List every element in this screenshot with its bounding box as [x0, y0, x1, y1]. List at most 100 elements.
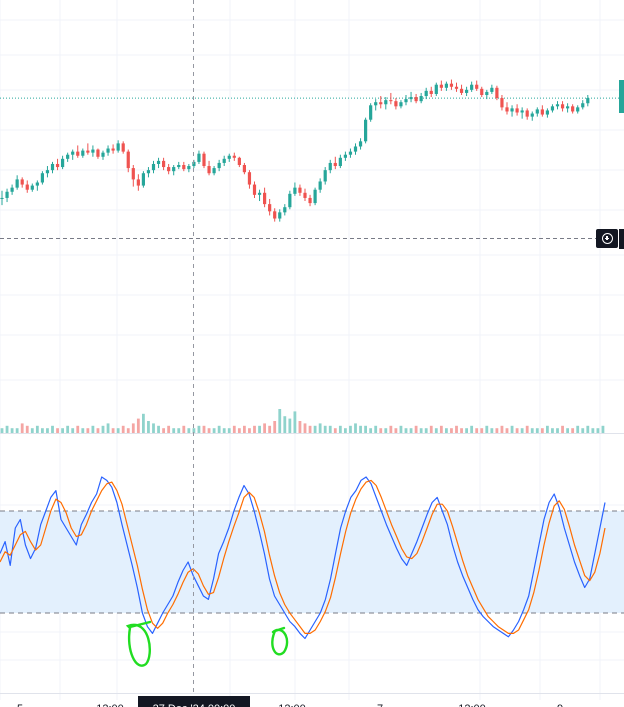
- volume-bar: [414, 425, 418, 433]
- candle-body: [581, 103, 585, 108]
- candle-body: [364, 119, 368, 142]
- volume-bar: [535, 428, 539, 433]
- volume-bar: [111, 428, 115, 433]
- volume-bar: [308, 425, 312, 433]
- x-axis-label: 12:00: [278, 703, 306, 707]
- candle-body: [247, 172, 252, 185]
- candle-body: [156, 160, 161, 164]
- candle-body: [25, 184, 29, 190]
- volume-bar: [192, 428, 196, 433]
- d-line: [0, 479, 606, 635]
- candle-body: [10, 187, 14, 192]
- candle-body: [172, 167, 176, 172]
- volume-bar: [131, 423, 135, 433]
- candle-body: [333, 162, 337, 167]
- candle-body: [197, 153, 201, 162]
- candle-body: [257, 192, 262, 195]
- candle-body: [66, 154, 70, 159]
- volume-bar: [344, 428, 347, 433]
- volume-bar: [404, 428, 408, 433]
- volume-bar: [601, 425, 605, 433]
- volume-series: [0, 409, 605, 433]
- candle-body: [182, 165, 186, 170]
- volume-bar: [399, 425, 403, 433]
- candle-body: [91, 149, 95, 153]
- candle-body: [454, 86, 459, 89]
- candle-body: [252, 184, 257, 195]
- candle-body: [490, 87, 494, 92]
- candle-body: [540, 109, 544, 115]
- candle-body: [273, 211, 277, 219]
- volume-bar: [450, 428, 453, 433]
- candle-body: [55, 163, 60, 168]
- candle-body: [434, 84, 438, 94]
- last-price-tag: [619, 80, 624, 113]
- volume-bar: [313, 425, 317, 433]
- volume-bar: [41, 428, 44, 433]
- candle-body: [61, 158, 65, 168]
- candle-body: [15, 179, 19, 188]
- volume-bar: [374, 425, 378, 433]
- volume-bar: [283, 416, 287, 433]
- volume-bar: [76, 425, 80, 433]
- volume-bar: [25, 425, 29, 433]
- candle-body: [419, 96, 423, 102]
- candle-body: [0, 197, 4, 199]
- candle-body: [136, 179, 140, 186]
- volume-bar: [434, 428, 438, 433]
- candle-body: [439, 84, 443, 88]
- volume-bar: [217, 425, 221, 433]
- candle-body: [288, 193, 292, 208]
- volume-bar: [505, 428, 509, 433]
- volume-bar: [222, 428, 226, 433]
- candle-body: [116, 143, 120, 151]
- candle-body: [358, 141, 363, 147]
- candle-body: [96, 149, 100, 157]
- volume-bar: [237, 428, 241, 433]
- candle-body: [505, 107, 509, 112]
- x-axis-label: 12:00: [458, 703, 486, 707]
- candle-body: [308, 197, 312, 204]
- volume-bar: [596, 428, 600, 433]
- volume-bar: [551, 428, 554, 433]
- volume-bar: [101, 425, 105, 433]
- volume-bar: [419, 428, 423, 433]
- candle-body: [81, 150, 85, 156]
- volume-bar: [445, 428, 448, 433]
- volume-bar: [202, 425, 206, 433]
- candle-body: [227, 155, 231, 159]
- volume-bar: [5, 425, 9, 433]
- candle-body: [399, 102, 403, 107]
- volume-bar: [207, 428, 211, 433]
- candle-body: [86, 150, 90, 153]
- candle-body: [550, 106, 555, 111]
- candle-body: [121, 143, 125, 152]
- x-axis-label: 5: [17, 703, 23, 707]
- volume-bar: [263, 423, 266, 433]
- volume-bar: [46, 428, 49, 433]
- annotation-circle-1: [125, 620, 152, 667]
- volume-bar: [172, 428, 176, 433]
- volume-bar: [243, 425, 246, 433]
- candle-body: [348, 151, 353, 155]
- candle-body: [202, 153, 206, 167]
- candle-body: [323, 170, 327, 182]
- candle-body: [510, 108, 514, 112]
- candle-body: [515, 108, 519, 113]
- candle-body: [71, 151, 75, 155]
- volume-bar: [258, 425, 261, 433]
- candle-body: [328, 162, 332, 171]
- candle-body: [5, 191, 9, 198]
- add-level-button[interactable]: [596, 229, 618, 248]
- candle-body: [298, 187, 302, 193]
- volume-bar: [364, 425, 367, 433]
- candle-body: [278, 212, 282, 219]
- volume-bar: [470, 425, 474, 433]
- scale-strip: [619, 229, 624, 249]
- volume-bar: [20, 423, 24, 433]
- volume-bar: [61, 428, 64, 433]
- volume-bar: [136, 418, 140, 433]
- volume-bar: [409, 428, 413, 433]
- candle-body: [535, 109, 539, 114]
- candle-body: [343, 154, 347, 158]
